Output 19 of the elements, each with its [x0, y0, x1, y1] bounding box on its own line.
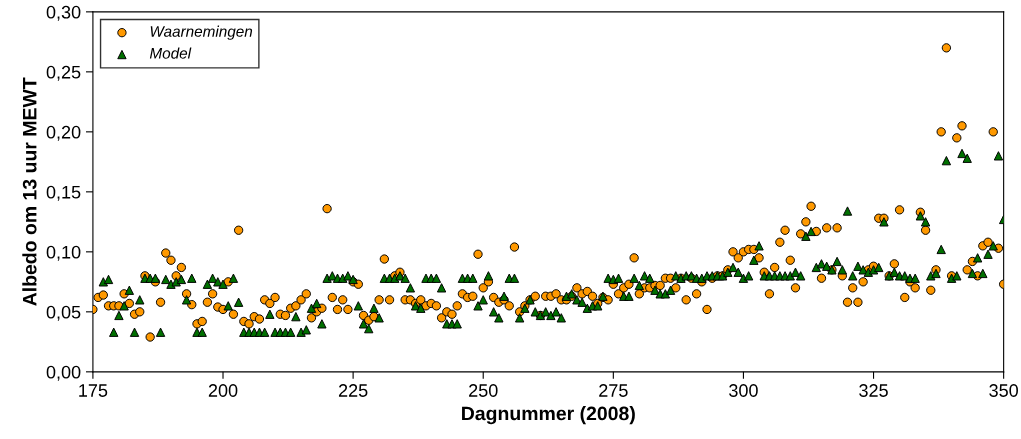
y-tick-label: 0,10 [46, 245, 81, 261]
legend-label: Model [149, 47, 192, 59]
x-tick-label: 200 [208, 384, 238, 397]
y-tick-label: 0,25 [46, 65, 81, 81]
legend-label: Waarnemingen [150, 25, 253, 40]
y-tick-label: 0,20 [46, 125, 81, 141]
x-tick-label: 300 [729, 384, 758, 397]
y-axis-title: Albedo om 13 uur MEWT [22, 77, 37, 306]
x-tick-label: 350 [989, 384, 1018, 397]
x-tick-label: 225 [338, 384, 368, 397]
x-tick-label: 250 [469, 384, 498, 397]
y-tick-label: 0,30 [46, 5, 81, 21]
x-axis-title: Dagnummer (2008) [462, 406, 635, 425]
x-tick-label: 175 [79, 384, 108, 397]
y-tick-label: 0,00 [46, 365, 81, 381]
y-tick-label: 0,15 [46, 185, 81, 201]
y-tick-label: 0,05 [46, 305, 81, 321]
x-tick-label: 325 [859, 384, 888, 397]
x-tick-label: 275 [599, 384, 628, 397]
